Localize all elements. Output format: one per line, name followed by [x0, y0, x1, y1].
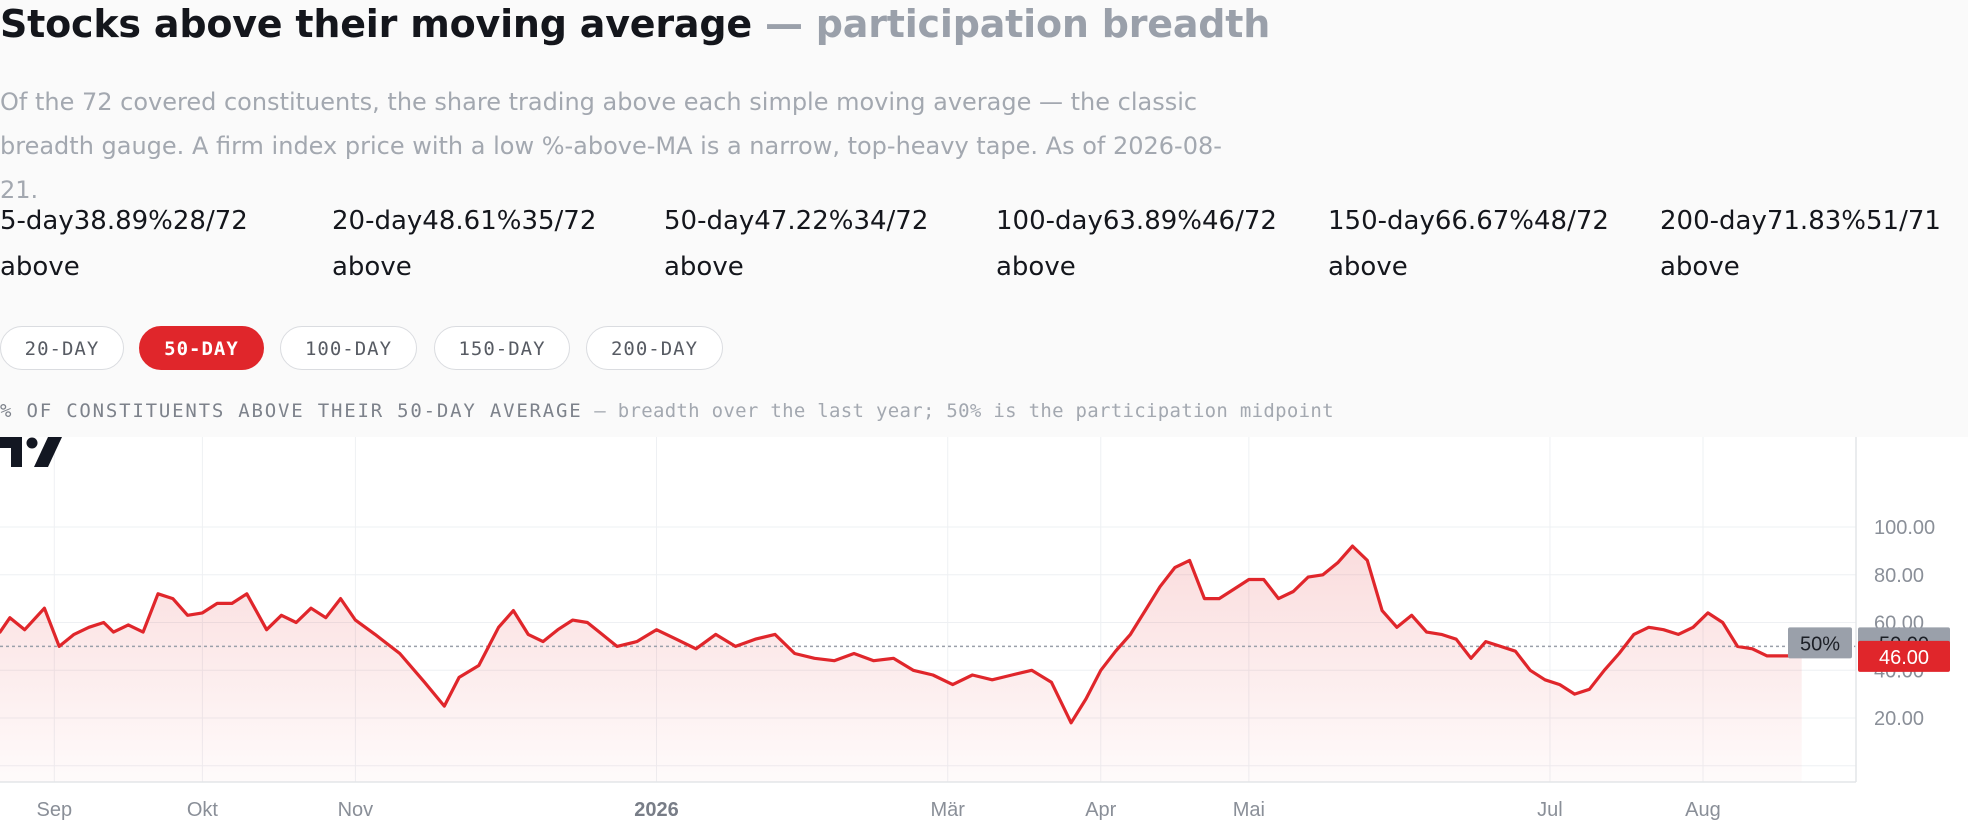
- stat-150-day: 150-day66.67%48/72 above: [1328, 198, 1648, 290]
- stat-100-day: 100-day63.89%46/72 above: [996, 198, 1316, 290]
- page-description: Of the 72 covered constituents, the shar…: [0, 88, 1222, 204]
- stat-label: 150-day: [1328, 206, 1435, 236]
- x-tick-label: Aug: [1685, 799, 1721, 821]
- stat-count: 51/71: [1865, 206, 1941, 236]
- y-tick-label: 80.00: [1874, 565, 1924, 587]
- stat-suffix: above: [996, 252, 1076, 282]
- ma-stats-row: 5-day38.89%28/72 above 20-day48.61%35/72 a…: [0, 198, 1968, 294]
- period-button-200-day[interactable]: 200-DAY: [586, 326, 723, 370]
- stat-suffix: above: [664, 252, 744, 282]
- tradingview-logo-icon: [0, 437, 62, 467]
- breadth-chart-svg: SepOktNov2026MärAprMaiJulAug20.0040.0060…: [0, 437, 1950, 821]
- stat-count: 46/72: [1201, 206, 1277, 236]
- page-subtitle: — participation breadth: [764, 2, 1271, 46]
- x-tick-label: Okt: [187, 799, 219, 821]
- stat-count: 48/72: [1533, 206, 1609, 236]
- y-tick-label: 100.00: [1874, 517, 1935, 539]
- period-button-50-day[interactable]: 50-DAY: [139, 326, 264, 370]
- stat-pct: 71.83%: [1766, 206, 1866, 236]
- stat-label: 100-day: [996, 206, 1103, 236]
- chart-caption-lead: % OF CONSTITUENTS ABOVE THEIR 50-DAY AVE…: [0, 400, 583, 422]
- stat-label: 20-day: [332, 206, 423, 236]
- x-tick-label: Sep: [37, 799, 73, 821]
- stat-50-day: 50-day47.22%34/72 above: [664, 198, 984, 290]
- stat-count: 28/72: [172, 206, 248, 236]
- chart-caption-rest: — breadth over the last year; 50% is the…: [582, 400, 1334, 422]
- stat-label: 50-day: [664, 206, 755, 236]
- reference-label-text: 50%: [1800, 633, 1840, 655]
- x-tick-label: Mär: [931, 799, 966, 821]
- last-value-badge: [1858, 640, 1950, 672]
- stat-pct: 48.61%: [422, 206, 522, 236]
- x-tick-label: Nov: [338, 799, 374, 821]
- period-button-100-day[interactable]: 100-DAY: [280, 326, 417, 370]
- stat-suffix: above: [1660, 252, 1740, 282]
- stat-label: 200-day: [1660, 206, 1767, 236]
- stat-count: 35/72: [521, 206, 597, 236]
- last-value-text: 46.00: [1879, 647, 1929, 669]
- stat-5-day: 5-day38.89%28/72 above: [0, 198, 320, 290]
- stat-pct: 66.67%: [1434, 206, 1534, 236]
- reference-label-badge: [1788, 627, 1852, 659]
- stat-suffix: above: [0, 252, 80, 282]
- page-title: Stocks above their moving average — part…: [0, 2, 1270, 46]
- stat-pct: 47.22%: [754, 206, 854, 236]
- page-title-main: Stocks above their moving average: [0, 2, 752, 46]
- x-tick-label: Jul: [1537, 799, 1563, 821]
- x-tick-label: Apr: [1085, 799, 1116, 821]
- breadth-chart[interactable]: SepOktNov2026MärAprMaiJulAug20.0040.0060…: [0, 437, 1968, 840]
- x-tick-label: 2026: [634, 799, 679, 821]
- stat-200-day: 200-day71.83%51/71 above: [1660, 198, 1968, 290]
- stat-suffix: above: [332, 252, 412, 282]
- stat-pct: 38.89%: [73, 206, 173, 236]
- stat-count: 34/72: [853, 206, 929, 236]
- series-line: [0, 544, 1804, 725]
- x-tick-label: Mai: [1233, 799, 1265, 821]
- period-button-150-day[interactable]: 150-DAY: [434, 326, 570, 370]
- stat-20-day: 20-day48.61%35/72 above: [332, 198, 652, 290]
- stat-pct: 63.89%: [1102, 206, 1202, 236]
- period-button-20-day[interactable]: 20-DAY: [0, 326, 124, 370]
- stat-label: 5-day: [0, 206, 74, 236]
- stat-suffix: above: [1328, 252, 1408, 282]
- chart-caption: % OF CONSTITUENTS ABOVE THEIR 50-DAY AVE…: [0, 400, 1334, 422]
- y-tick-label: 20.00: [1874, 708, 1924, 730]
